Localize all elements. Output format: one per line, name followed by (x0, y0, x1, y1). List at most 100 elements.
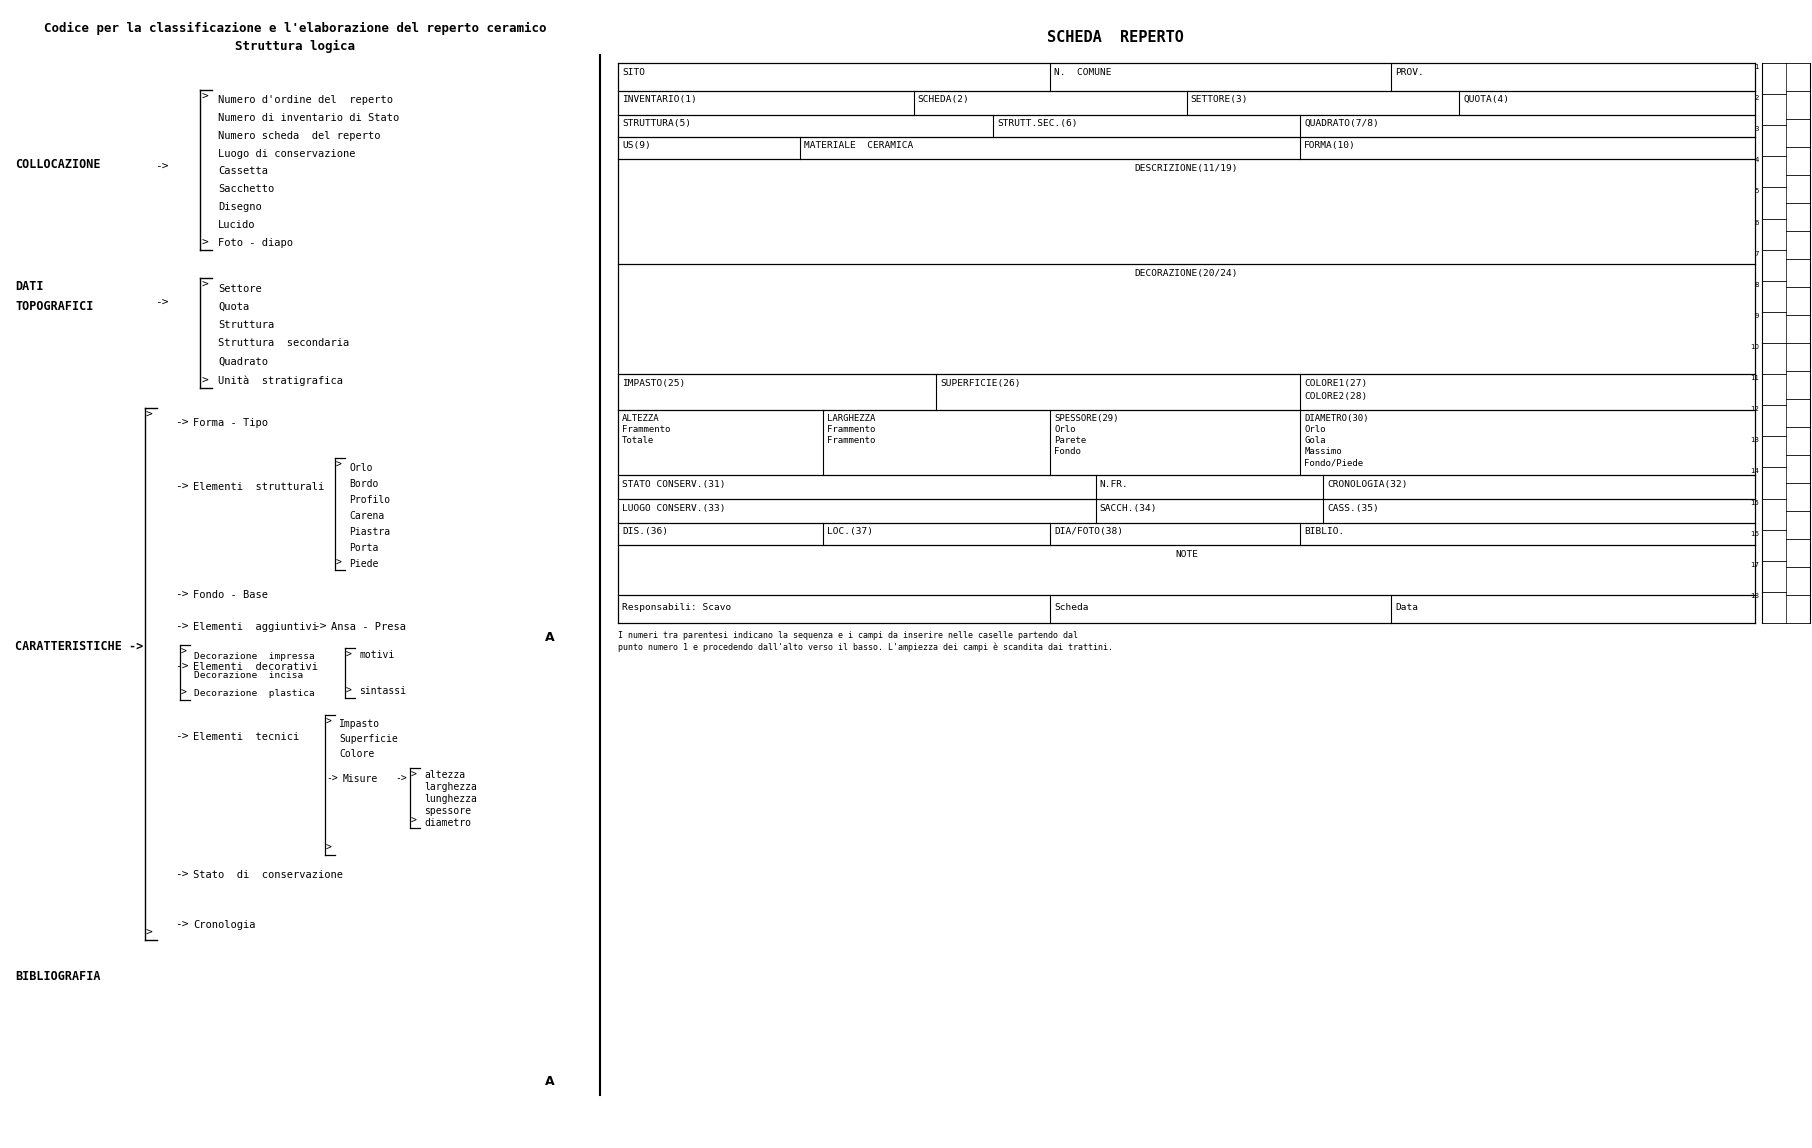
Text: Cronologia: Cronologia (194, 920, 255, 930)
Text: Bordo: Bordo (350, 479, 379, 489)
Text: 11: 11 (1750, 375, 1759, 381)
Text: Struttura  secondaria: Struttura secondaria (217, 339, 350, 349)
Text: ->: -> (313, 622, 326, 633)
Text: Porta: Porta (350, 543, 379, 553)
Text: Misure: Misure (342, 774, 379, 784)
Text: 10: 10 (1750, 344, 1759, 350)
Text: DATI: DATI (14, 280, 43, 293)
Text: ->: -> (156, 298, 169, 308)
Text: Stato  di  conservazione: Stato di conservazione (194, 870, 342, 881)
Text: sintassi: sintassi (359, 687, 406, 696)
Text: Parete: Parete (1055, 436, 1087, 445)
Text: Frammento: Frammento (826, 425, 875, 434)
Text: Cassetta: Cassetta (217, 166, 268, 177)
Text: Profilo: Profilo (350, 495, 390, 505)
Text: LUOGO CONSERV.(33): LUOGO CONSERV.(33) (622, 504, 725, 513)
Text: Sacchetto: Sacchetto (217, 184, 274, 194)
Text: Fondo - Base: Fondo - Base (194, 590, 268, 600)
Text: IMPASTO(25): IMPASTO(25) (622, 379, 685, 388)
Text: COLLOCAZIONE: COLLOCAZIONE (14, 158, 100, 171)
Text: STATO CONSERV.(31): STATO CONSERV.(31) (622, 480, 725, 489)
Text: QUOTA(4): QUOTA(4) (1464, 95, 1509, 104)
Text: SUPERFICIE(26): SUPERFICIE(26) (940, 379, 1020, 388)
Text: A: A (545, 631, 554, 644)
Text: 8: 8 (1754, 281, 1759, 288)
Text: diametro: diametro (424, 819, 471, 829)
Text: Piede: Piede (350, 559, 379, 568)
Text: STRUTTURA(5): STRUTTURA(5) (622, 119, 690, 127)
Text: Colore: Colore (339, 748, 375, 759)
Text: Forma - Tipo: Forma - Tipo (194, 418, 268, 428)
Text: Gola: Gola (1305, 436, 1326, 445)
Text: 5: 5 (1754, 188, 1759, 194)
Text: 16: 16 (1750, 530, 1759, 536)
Text: >: > (201, 377, 208, 386)
Text: LARGHEZZA: LARGHEZZA (826, 414, 875, 422)
Text: Responsabili: Scavo: Responsabili: Scavo (622, 603, 732, 612)
Text: Scheda: Scheda (1055, 603, 1089, 612)
Text: Settore: Settore (217, 284, 261, 294)
Text: Numero d'ordine del  reperto: Numero d'ordine del reperto (217, 95, 393, 106)
Text: N.FR.: N.FR. (1100, 480, 1129, 489)
Text: 13: 13 (1750, 437, 1759, 443)
Text: Frammento: Frammento (826, 436, 875, 445)
Text: STRUTT.SEC.(6): STRUTT.SEC.(6) (997, 119, 1078, 127)
Text: >: > (326, 718, 332, 727)
Text: Elementi  aggiuntivi: Elementi aggiuntivi (194, 622, 317, 633)
Text: motivi: motivi (359, 650, 395, 660)
Text: Orlo: Orlo (1305, 425, 1326, 434)
Text: larghezza: larghezza (424, 783, 477, 792)
Text: ->: -> (395, 774, 406, 784)
Text: DIAMETRO(30): DIAMETRO(30) (1305, 414, 1368, 422)
Text: SACCH.(34): SACCH.(34) (1100, 504, 1158, 513)
Text: Impasto: Impasto (339, 719, 381, 729)
Text: Numero scheda  del reperto: Numero scheda del reperto (217, 131, 381, 141)
Text: CARATTERISTICHE ->: CARATTERISTICHE -> (14, 639, 143, 653)
Text: CRONOLOGIA(32): CRONOLOGIA(32) (1326, 480, 1408, 489)
Text: Orlo: Orlo (350, 463, 373, 473)
Text: >: > (147, 410, 152, 420)
Text: Numero di inventario di Stato: Numero di inventario di Stato (217, 114, 399, 123)
Text: DECORAZIONE(20/24): DECORAZIONE(20/24) (1134, 269, 1238, 278)
Text: DIA/FOTO(38): DIA/FOTO(38) (1055, 527, 1123, 536)
Text: ->: -> (176, 662, 188, 672)
Text: lunghezza: lunghezza (424, 794, 477, 805)
Text: Struttura: Struttura (217, 320, 274, 331)
Text: ->: -> (176, 622, 188, 633)
Text: 17: 17 (1750, 561, 1759, 568)
Text: SPESSORE(29): SPESSORE(29) (1055, 414, 1118, 422)
Text: Foto - diapo: Foto - diapo (217, 238, 294, 248)
Text: Elementi  strutturali: Elementi strutturali (194, 482, 324, 492)
Text: Decorazione  plastica: Decorazione plastica (194, 689, 315, 698)
Text: ->: -> (176, 732, 188, 742)
Text: Decorazione  incisa: Decorazione incisa (194, 670, 303, 680)
Text: ->: -> (176, 590, 188, 600)
Text: Quadrato: Quadrato (217, 357, 268, 367)
Text: MATERIALE  CERAMICA: MATERIALE CERAMICA (805, 141, 913, 150)
Text: >: > (181, 688, 187, 698)
Text: 9: 9 (1754, 313, 1759, 319)
Text: SITO: SITO (622, 68, 645, 77)
Text: Superficie: Superficie (339, 734, 399, 744)
Text: Quota: Quota (217, 302, 250, 312)
Text: Ansa - Presa: Ansa - Presa (332, 622, 406, 633)
Text: >: > (201, 92, 208, 102)
Text: FORMA(10): FORMA(10) (1305, 141, 1355, 150)
Text: Piastra: Piastra (350, 527, 390, 537)
Text: SCHEDA(2): SCHEDA(2) (917, 95, 969, 104)
Text: >: > (411, 770, 417, 779)
Text: 3: 3 (1754, 126, 1759, 132)
Text: US(9): US(9) (622, 141, 651, 150)
Text: N.  COMUNE: N. COMUNE (1055, 68, 1111, 77)
Text: SETTORE(3): SETTORE(3) (1190, 95, 1248, 104)
Text: Lucido: Lucido (217, 219, 255, 230)
Text: TOPOGRAFICI: TOPOGRAFICI (14, 300, 94, 313)
Text: COLORE1(27): COLORE1(27) (1305, 379, 1368, 388)
Text: SCHEDA  REPERTO: SCHEDA REPERTO (1047, 30, 1183, 45)
Text: Data: Data (1395, 603, 1419, 612)
Text: ->: -> (176, 920, 188, 930)
Text: CASS.(35): CASS.(35) (1326, 504, 1379, 513)
Text: 6: 6 (1754, 219, 1759, 225)
Text: Carena: Carena (350, 511, 384, 521)
Text: QUADRATO(7/8): QUADRATO(7/8) (1305, 119, 1379, 127)
